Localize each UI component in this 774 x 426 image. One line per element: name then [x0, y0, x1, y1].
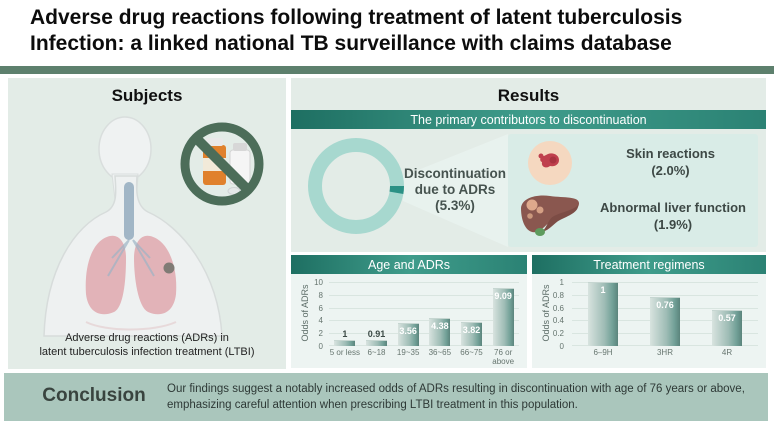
y-tick-label: 0.6	[552, 303, 564, 313]
bar-value-label: 3.82	[462, 324, 481, 335]
bar-value-label: 9.09	[494, 290, 512, 301]
y-axis-ticks: 0 2 4 6 8 10	[303, 278, 325, 351]
contributors-banner-label: The primary contributors to discontinuat…	[410, 112, 647, 127]
regimen-chart-title: Treatment regimens	[593, 257, 705, 272]
bar	[492, 287, 514, 346]
treatment-regimens-chart: Treatment regimens Odds of ADRs 0 0.2 0.4 0…	[532, 255, 766, 368]
regimen-chart-banner: Treatment regimens	[532, 255, 766, 274]
y-tick-label: 1	[559, 278, 564, 287]
title-line-1: Adverse drug reactions following treatme…	[30, 6, 683, 29]
bar-value-label: 1	[600, 285, 606, 295]
title-line-2: Infection: a linked national TB surveill…	[30, 32, 672, 55]
gridline	[572, 294, 758, 296]
x-tick-label: 19~35	[396, 348, 420, 357]
subjects-caption: Adverse drug reactions (ADRs) in latent …	[8, 331, 286, 359]
y-tick-label: 0.8	[552, 290, 564, 300]
skin-reactions-label: Skin reactions (2.0%)	[593, 145, 748, 179]
donut-label-line-3: (5.3%)	[435, 198, 475, 213]
contributors-callout-box: Skin reactions (2.0%) Abnormal liver fun…	[508, 134, 758, 247]
plot-area: 1 0.91 3.56 4.38 3.82 9.09	[329, 282, 519, 346]
skin-reactions-line-1: Skin reactions	[626, 146, 715, 161]
plot-area: 1 0.76 0.57	[572, 282, 758, 346]
liver-icon	[521, 195, 580, 236]
callout-beam	[403, 134, 508, 247]
gridline	[329, 294, 519, 296]
skin-rash-icon	[528, 141, 572, 185]
bar-value-label: 3.56	[399, 326, 417, 337]
conclusion-section: Conclusion Our findings suggest a notabl…	[4, 373, 768, 421]
bar	[461, 321, 482, 346]
contributors-banner: The primary contributors to discontinuat…	[291, 110, 766, 129]
bar	[429, 317, 451, 346]
liver-function-label: Abnormal liver function (1.9%)	[594, 199, 752, 233]
x-tick-label: 5 or less	[329, 348, 360, 357]
liver-function-line-1: Abnormal liver function	[600, 200, 746, 215]
gridline	[329, 333, 519, 335]
results-panel: Results The primary contributors to disc…	[291, 78, 766, 252]
gridline	[329, 307, 519, 309]
granuloma-spot	[163, 262, 175, 274]
bar-value-label: 0.76	[656, 300, 674, 311]
subjects-caption-line-2: latent tuberculosis infection treatment …	[39, 346, 255, 358]
no-medication-icon	[180, 122, 264, 206]
x-tick-label: 66~75	[460, 348, 483, 357]
subjects-heading: Subjects	[111, 86, 183, 105]
bar	[334, 339, 356, 346]
donut-label: Discontinuation due to ADRs (5.3%)	[399, 166, 511, 214]
subjects-panel: Subjects Adverse drug reaction	[8, 78, 286, 369]
y-tick-label: 0	[318, 342, 323, 351]
bar-value-label: 0.57	[718, 312, 736, 323]
gridline	[572, 282, 758, 283]
x-tick-label: 3HR	[656, 348, 673, 357]
x-tick-label: 36~65	[428, 348, 452, 357]
x-tick-label: 76 or above	[492, 348, 515, 366]
conclusion-text-line-2: emphasizing careful attention when presc…	[167, 399, 578, 411]
y-tick-label: 10	[314, 278, 323, 287]
age-adrs-chart: Age and ADRs Odds of ADRs 0 2 4 6 8 10 1 0.91 3…	[291, 255, 527, 368]
y-tick-label: 0	[559, 342, 564, 351]
age-chart-title: Age and ADRs	[368, 257, 450, 272]
bar-value-label: 0.91	[367, 329, 386, 340]
bar	[650, 297, 680, 346]
gridline	[329, 320, 519, 322]
x-tick-label: 4R	[721, 348, 733, 357]
skin-reactions-line-2: (2.0%)	[651, 163, 690, 178]
x-axis-labels: 6–9H 3HR 4R	[572, 348, 758, 366]
gridline	[329, 345, 519, 346]
conclusion-text: Our findings suggest a notably increased…	[167, 381, 752, 413]
donut-chart	[308, 134, 508, 247]
donut-label-line-1: Discontinuation	[404, 166, 506, 181]
x-tick-label: 6~18	[367, 348, 386, 357]
bar-value-label: 1	[342, 328, 348, 339]
bar	[397, 323, 419, 346]
title-divider-bar	[0, 66, 774, 74]
y-tick-label: 2	[318, 329, 323, 339]
results-heading: Results	[497, 86, 560, 105]
age-chart-banner: Age and ADRs	[291, 255, 527, 274]
conclusion-text-line-1: Our findings suggest a notably increased…	[167, 383, 745, 395]
y-tick-label: 0.2	[552, 329, 564, 339]
y-tick-label: 6	[318, 303, 323, 313]
subjects-caption-line-1: Adverse drug reactions (ADRs) in	[65, 332, 229, 344]
bar	[712, 309, 742, 346]
y-tick-label: 4	[318, 316, 323, 326]
bar-value-label: 4.38	[431, 320, 449, 331]
person-lungs-illustration	[43, 116, 223, 337]
donut-label-line-2: due to ADRs	[414, 182, 496, 197]
x-axis-labels: 5 or less 6~18 19~35 36~65 66~75 76 or above	[329, 348, 519, 366]
liver-function-line-2: (1.9%)	[653, 217, 693, 232]
gridline	[329, 282, 519, 283]
bar	[366, 340, 387, 346]
page-title: Adverse drug reactions following treatme…	[30, 5, 682, 57]
bar	[588, 282, 618, 346]
donut-segment	[308, 138, 404, 234]
x-tick-label: 6–9H	[593, 348, 613, 357]
y-tick-label: 8	[318, 290, 323, 300]
y-axis-ticks: 0 0.2 0.4 0.6 0.8 1	[544, 278, 566, 351]
y-tick-label: 0.4	[552, 316, 564, 326]
conclusion-heading: Conclusion	[42, 385, 146, 406]
